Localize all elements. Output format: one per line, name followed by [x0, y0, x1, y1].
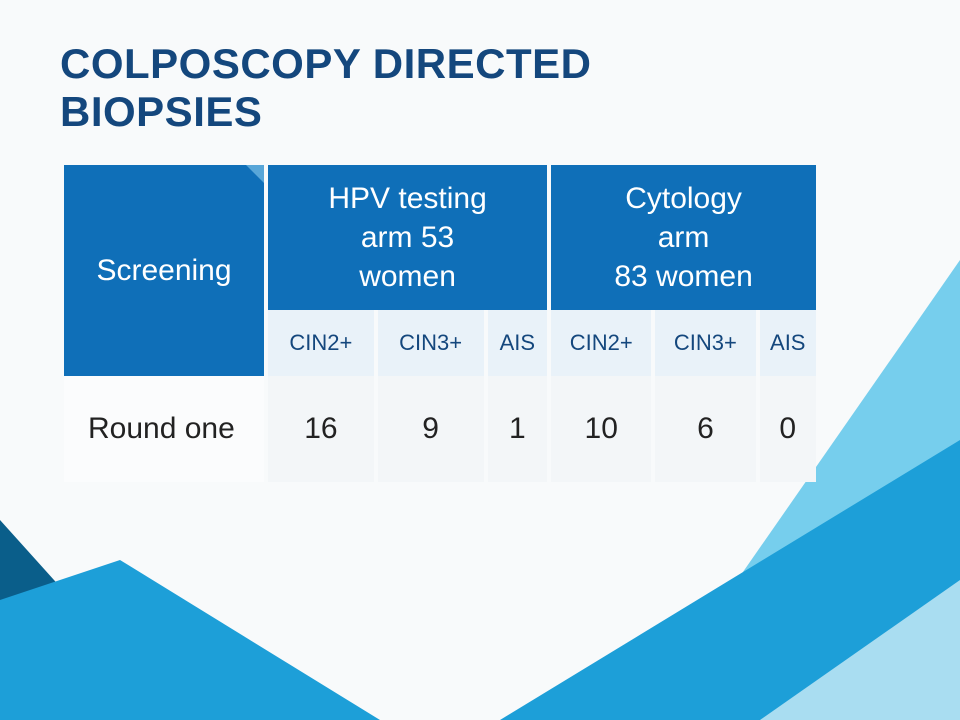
subhdr-cin3-cyt: CIN3+	[655, 310, 755, 376]
page-title: COLPOSCOPY DIRECTED BIOPSIES	[60, 40, 900, 137]
header-cytology-arm: Cytology arm 83 women	[551, 165, 816, 310]
table-row: Round one 16 9 1 10 6 0	[64, 376, 816, 482]
title-line-2: BIOPSIES	[60, 88, 900, 136]
val-hpv-ais: 1	[488, 376, 548, 482]
title-line-1: COLPOSCOPY DIRECTED	[60, 40, 900, 88]
subhdr-cin3-hpv: CIN3+	[378, 310, 484, 376]
header-screening: Screening	[64, 165, 264, 376]
val-hpv-cin3: 9	[378, 376, 484, 482]
subhdr-ais-cyt: AIS	[760, 310, 816, 376]
subhdr-cin2-cyt: CIN2+	[551, 310, 651, 376]
row-label: Round one	[64, 376, 264, 482]
header-hpv-arm: HPV testing arm 53 women	[268, 165, 547, 310]
subhdr-ais-hpv: AIS	[488, 310, 548, 376]
val-cyt-ais: 0	[760, 376, 816, 482]
subhdr-cin2-hpv: CIN2+	[268, 310, 374, 376]
val-cyt-cin3: 6	[655, 376, 755, 482]
table-header-row: Screening HPV testing arm 53 women Cytol…	[64, 165, 816, 310]
val-hpv-cin2: 16	[268, 376, 374, 482]
val-cyt-cin2: 10	[551, 376, 651, 482]
biopsies-table: Screening HPV testing arm 53 women Cytol…	[60, 165, 820, 482]
